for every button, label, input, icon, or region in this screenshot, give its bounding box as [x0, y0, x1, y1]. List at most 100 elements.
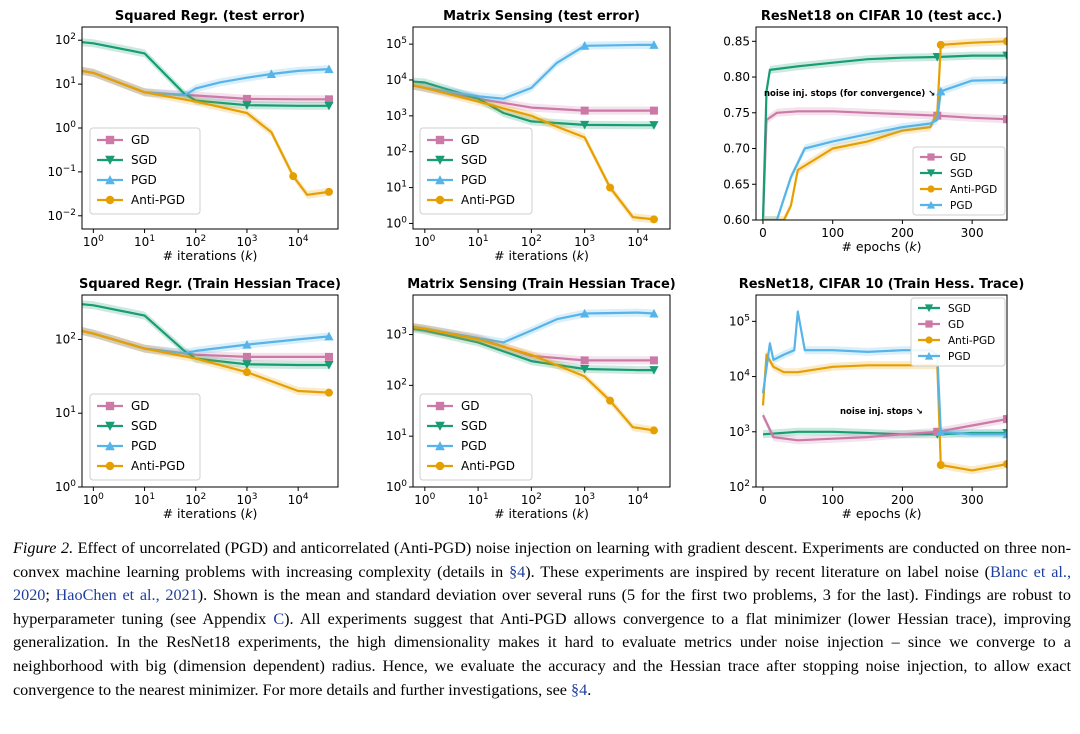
tick-label: 104	[288, 492, 309, 507]
chart-annotation: noise inj. stops (for convergence) ↘	[764, 89, 935, 99]
citation-link[interactable]: Blanc et al., 2020	[13, 562, 1071, 605]
legend-label: SGD	[948, 303, 971, 315]
legend-label: Anti-PGD	[131, 193, 185, 207]
tick-label: 104	[386, 72, 407, 87]
tick-label: 102	[521, 234, 542, 249]
marker-pgd	[324, 64, 334, 74]
legend-label: PGD	[461, 439, 487, 453]
marker-anti-pgd	[606, 396, 615, 405]
plot-frame	[755, 26, 1008, 221]
marker-sgd	[1002, 51, 1007, 61]
chart-title: Matrix Sensing (Train Hessian Trace)	[407, 277, 676, 292]
legend-marker-pgd	[926, 200, 936, 209]
tick-label: 101	[55, 405, 76, 420]
marker-sgd	[580, 120, 590, 130]
tick-label: 104	[627, 492, 648, 507]
tick-label: 100	[821, 226, 844, 240]
legend-label: Anti-PGD	[948, 335, 995, 347]
marker-gd	[933, 427, 942, 436]
tick-label: 100	[83, 492, 104, 507]
tick-label: 102	[185, 492, 206, 507]
chart-legend: GD SGD PGD Anti-PGD	[419, 127, 533, 215]
marker-anti-pgd	[324, 187, 333, 196]
tick-label: 104	[729, 369, 750, 384]
chart-title: Squared Regr. (test error)	[115, 9, 305, 24]
legend-marker-anti-pgd	[927, 185, 935, 193]
marker-gd	[1003, 415, 1007, 424]
tick-label: 10−2	[47, 208, 76, 223]
marker-anti-pgd	[606, 183, 615, 192]
figure-panels: Squared Regr. (test error) 100 101 102 103 10…	[47, 9, 1024, 521]
legend-label: GD	[461, 399, 480, 413]
marker-anti-pgd	[936, 461, 945, 470]
appendix-link[interactable]: C	[273, 609, 285, 628]
legend-marker-gd	[435, 135, 445, 145]
plot-frame	[755, 294, 1008, 488]
tick-label: 105	[386, 36, 407, 51]
legend-marker-sgd	[435, 421, 445, 431]
series-line-sgd	[413, 80, 654, 127]
legend-label: SGD	[131, 419, 157, 433]
tick-label: 102	[185, 234, 206, 249]
marker-pgd	[936, 427, 946, 436]
tick-label: 101	[468, 492, 489, 507]
chart-legend: GD SGD PGD Anti-PGD	[419, 393, 533, 481]
tick-label: 0	[759, 226, 767, 240]
tick-label: 102	[386, 377, 407, 392]
legend-label: Anti-PGD	[950, 184, 997, 196]
tick-label: 105	[729, 313, 750, 328]
section-link[interactable]: §4	[571, 680, 588, 699]
legend-label: PGD	[948, 351, 971, 363]
tick-label: 104	[627, 234, 648, 249]
marker-pgd	[580, 41, 590, 50]
series-line-pgd	[761, 310, 1007, 436]
tick-label: 103	[574, 234, 595, 249]
chart-p2: Matrix Sensing (test error) 100 101 102 103 1…	[386, 9, 671, 263]
tick-label: 103	[729, 424, 750, 439]
chart-p6: ResNet18, CIFAR 10 (Train Hess. Trace)0 1…	[729, 277, 1024, 521]
x-axis-label: # epochs (k)	[841, 239, 921, 254]
series-line-anti-pgd	[413, 326, 655, 432]
legend-label: SGD	[131, 153, 157, 167]
legend-label: Anti-PGD	[461, 459, 515, 473]
legend-marker-gd	[105, 135, 115, 145]
x-axis-label: # iterations (k)	[163, 248, 258, 263]
series-line-anti-pgd	[413, 84, 655, 221]
caption-label: Figure 2.	[13, 539, 74, 557]
marker-gd	[242, 94, 251, 103]
series-line-gd	[762, 414, 1007, 442]
marker-gd	[580, 356, 589, 365]
tick-label: 102	[55, 331, 76, 346]
tick-label: 101	[55, 76, 76, 91]
tick-label: 103	[236, 492, 257, 507]
legend-marker-sgd	[105, 155, 115, 165]
chart-p5: Matrix Sensing (Train Hessian Trace) 100 1…	[386, 277, 676, 521]
marker-sgd	[242, 360, 252, 369]
series-band-pgd	[763, 75, 1007, 220]
legend-marker-sgd	[435, 155, 445, 165]
citation-link[interactable]: HaoChen et al., 2021	[55, 586, 198, 605]
legend-marker-anti-pgd	[105, 461, 115, 471]
legend-label: SGD	[461, 419, 487, 433]
marker-gd	[324, 352, 333, 361]
marker-pgd	[649, 308, 659, 318]
series-line-pgd	[763, 78, 1007, 220]
series-line-pgd	[413, 43, 654, 100]
legend-marker-gd	[925, 320, 933, 328]
series-band-sgd	[82, 38, 329, 110]
series-line-anti-pgd	[82, 329, 330, 394]
chart-legend: SGD GD Anti-PGD PGD	[910, 297, 1006, 367]
section-link[interactable]: §4	[509, 562, 526, 581]
legend-label: GD	[131, 399, 150, 413]
legend-label: GD	[461, 133, 480, 147]
tick-label: 100	[821, 493, 844, 507]
chart-legend: GD SGD Anti-PGD PGD	[912, 146, 1006, 216]
chart-annotation: noise inj. stops ↘	[840, 407, 923, 417]
series-line-anti-pgd	[82, 69, 330, 196]
series-line-gd	[761, 110, 1007, 220]
legend-label: Anti-PGD	[131, 459, 185, 473]
series-band-gd	[763, 411, 1007, 445]
marker-anti-pgd	[649, 215, 658, 224]
marker-gd	[649, 356, 658, 365]
legend-label: SGD	[461, 153, 487, 167]
